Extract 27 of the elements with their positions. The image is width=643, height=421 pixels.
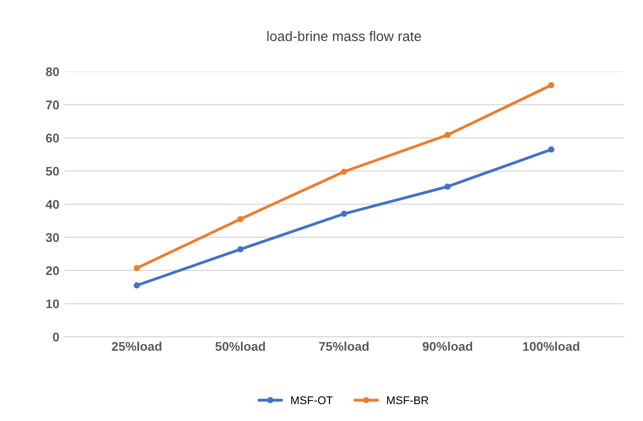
x-tick-label: 50%load — [215, 342, 265, 351]
point — [134, 282, 140, 289]
y-tick-label: 40 — [46, 200, 59, 209]
point — [134, 265, 140, 272]
point — [548, 82, 554, 88]
y-tick-label: 60 — [46, 134, 59, 143]
point — [237, 216, 244, 222]
x-tick-label: 75%load — [319, 342, 369, 351]
point — [548, 146, 554, 153]
y-tick-label: 50 — [46, 166, 59, 176]
y-tick-label: 20 — [46, 266, 59, 276]
point — [340, 168, 348, 175]
legend-label: MSF-BR — [387, 396, 428, 404]
point — [444, 183, 451, 190]
x-tick-label: 100%load — [523, 342, 580, 351]
point — [237, 246, 244, 252]
y-tick-label: 10 — [46, 299, 59, 308]
x-tick-label: 90%load — [422, 342, 472, 351]
y-tick-label: 80 — [46, 67, 59, 76]
y-tick-label: 0 — [52, 332, 59, 342]
y-tick-label: 70 — [46, 100, 59, 110]
x-tick-label: 25%load — [112, 342, 162, 351]
legend-label: MSF-OT — [291, 396, 333, 404]
point — [340, 210, 348, 217]
point — [444, 132, 451, 138]
y-tick-label: 30 — [46, 233, 59, 242]
chart-title: load-brine mass flow rate — [267, 30, 421, 42]
